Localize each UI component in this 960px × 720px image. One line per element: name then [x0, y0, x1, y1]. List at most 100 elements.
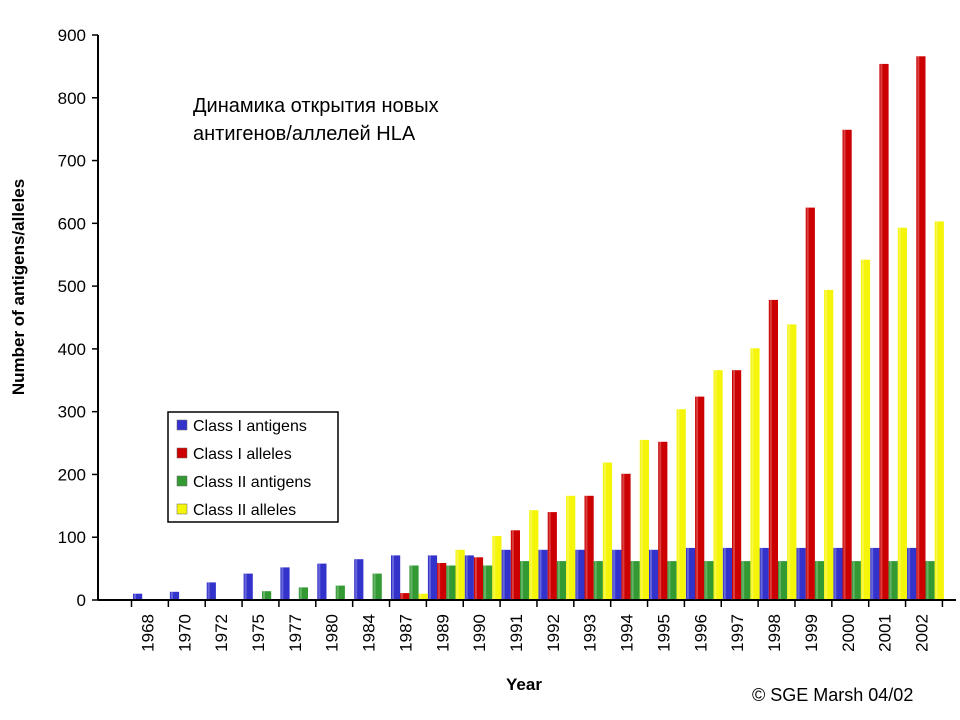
bar-highlight — [521, 561, 523, 600]
bar-highlight — [650, 549, 652, 600]
x-tick-label: 1997 — [728, 614, 747, 652]
bar-highlight — [714, 370, 717, 600]
legend-swatch — [176, 447, 188, 459]
bar — [427, 555, 438, 600]
bar — [833, 547, 843, 600]
bar-highlight — [779, 561, 781, 600]
bar-highlight — [705, 561, 708, 600]
bar — [649, 549, 659, 600]
bar-highlight — [871, 547, 874, 600]
bar-highlight — [677, 409, 680, 600]
bar-highlight — [696, 396, 699, 600]
x-tick-label: 1980 — [323, 614, 342, 652]
x-tick-label: 1992 — [544, 614, 563, 652]
bar-highlight — [852, 561, 855, 600]
bar — [372, 573, 382, 600]
bar — [805, 207, 815, 600]
bar — [464, 555, 474, 600]
bar-highlight — [585, 495, 588, 600]
bar — [934, 221, 944, 600]
bar-highlight — [622, 473, 625, 600]
bar-highlight — [557, 561, 560, 600]
bars-layer — [133, 56, 944, 601]
bar-highlight — [889, 561, 892, 600]
bar — [732, 370, 742, 600]
y-axis-title: Number of antigens/alleles — [9, 179, 28, 395]
bar — [814, 561, 825, 600]
bar-highlight — [613, 549, 616, 600]
x-tick-label: 1968 — [138, 614, 157, 652]
bar — [888, 561, 898, 600]
legend-label: Class I antigens — [193, 418, 307, 435]
legend-swatch — [176, 419, 188, 431]
x-axis-title: Year — [506, 675, 542, 694]
bar-highlight — [134, 593, 136, 600]
bar — [787, 324, 797, 600]
x-tick-label: 1991 — [507, 614, 526, 652]
y-tick-label: 700 — [58, 152, 86, 171]
x-tick-label: 1970 — [175, 614, 194, 652]
bar-highlight — [834, 547, 837, 600]
bar-highlight — [539, 549, 542, 600]
bar — [437, 563, 447, 600]
bar-highlight — [244, 573, 247, 600]
x-tick-label: 2002 — [913, 614, 932, 652]
bar-highlight — [861, 259, 864, 600]
bar-highlight — [207, 582, 210, 600]
bar-highlight — [401, 593, 404, 600]
legend-box — [167, 411, 339, 523]
x-tick-labels: 1968 1970 1972 1975 1977 1980 1984 1987 1989 1990… — [138, 614, 931, 652]
bar-highlight — [410, 565, 413, 600]
bar-highlight — [392, 555, 394, 600]
bar-highlight — [336, 585, 339, 600]
y-tick-label: 200 — [58, 465, 86, 484]
bar — [446, 565, 456, 600]
bar — [602, 462, 613, 600]
bar-highlight — [170, 591, 173, 600]
bar — [907, 547, 917, 600]
bar — [695, 396, 705, 600]
chart-title-line-1: Динамика открытия новых — [193, 95, 439, 117]
bar — [842, 129, 852, 601]
bar — [593, 561, 603, 600]
bar-highlight — [567, 495, 570, 600]
bar-highlight — [815, 561, 818, 600]
legend-label: Class II antigens — [193, 474, 311, 491]
bar — [676, 409, 686, 600]
bar — [870, 547, 880, 600]
bar — [473, 557, 484, 600]
x-tick-label: 1996 — [691, 614, 710, 652]
bar — [510, 530, 520, 600]
bar — [409, 565, 419, 600]
bar-highlight — [806, 207, 809, 600]
bar-highlight — [733, 370, 735, 600]
bar-highlight — [318, 563, 321, 600]
y-tick-label: 400 — [58, 340, 86, 359]
bar-highlight — [917, 56, 920, 601]
bar — [391, 555, 401, 600]
bar — [612, 549, 622, 600]
bar-highlight — [769, 299, 772, 600]
bar — [547, 512, 557, 600]
bar — [621, 473, 631, 600]
bar-highlight — [511, 530, 514, 600]
bar — [667, 561, 677, 600]
bar — [400, 593, 410, 600]
bar — [584, 495, 594, 600]
x-tick-label: 2001 — [876, 614, 895, 652]
bar — [824, 289, 834, 600]
y-tick-label: 500 — [58, 277, 86, 296]
bar — [630, 561, 640, 600]
bar-highlight — [493, 536, 496, 600]
x-tick-label: 1995 — [655, 614, 674, 652]
bar — [492, 536, 502, 600]
copyright-credit: © SGE Marsh 04/02 — [752, 685, 913, 705]
bar — [243, 573, 253, 600]
bar — [768, 299, 778, 600]
bar — [741, 561, 751, 600]
bar — [916, 56, 926, 601]
legend-swatch — [176, 503, 188, 515]
bar-highlight — [456, 549, 459, 600]
bar — [778, 561, 788, 600]
